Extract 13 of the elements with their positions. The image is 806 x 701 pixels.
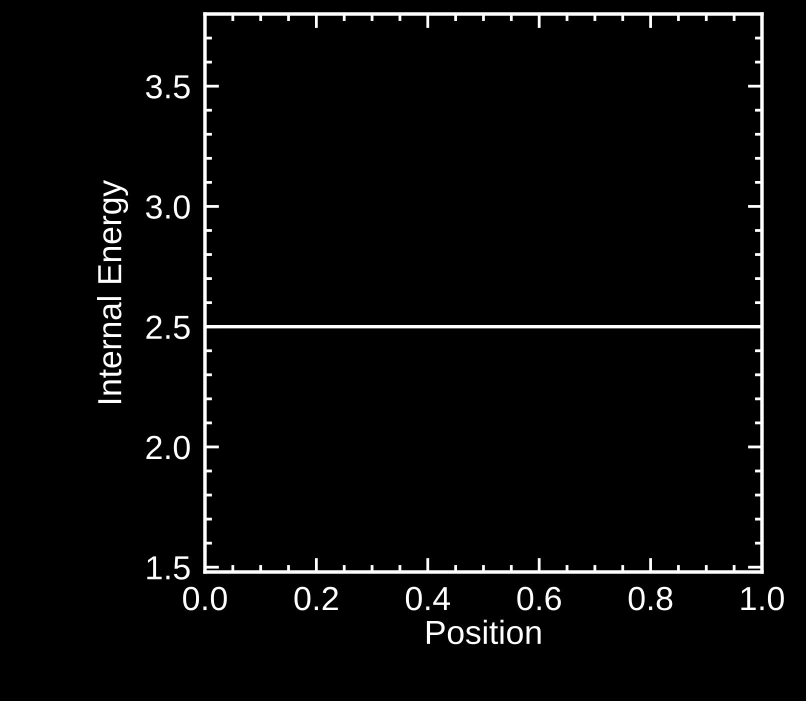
y-tick-label: 2.0 xyxy=(146,436,190,460)
x-tick-label: 0.0 xyxy=(183,586,227,610)
y-axis-title: Internal Energy xyxy=(97,180,128,403)
y-tick-label: 2.5 xyxy=(146,315,190,340)
y-tick-label: 1.5 xyxy=(147,556,190,580)
x-axis-title: Position xyxy=(426,620,541,644)
x-tick-label: 0.2 xyxy=(294,586,338,610)
y-tick-label: 3.5 xyxy=(146,74,190,99)
x-tick-label: 0.8 xyxy=(628,586,672,610)
x-tick-label: 0.6 xyxy=(517,586,561,610)
x-tick-label: 0.4 xyxy=(406,586,450,610)
x-tick-label: 1.0 xyxy=(741,586,784,610)
y-tick-label: 3.0 xyxy=(146,195,190,219)
